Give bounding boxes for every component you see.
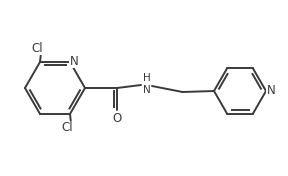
Text: O: O xyxy=(112,112,122,124)
Text: H
N: H N xyxy=(143,73,151,95)
Text: Cl: Cl xyxy=(61,121,73,134)
Text: N: N xyxy=(70,55,78,68)
Text: Cl: Cl xyxy=(31,42,43,55)
Text: N: N xyxy=(267,84,275,98)
